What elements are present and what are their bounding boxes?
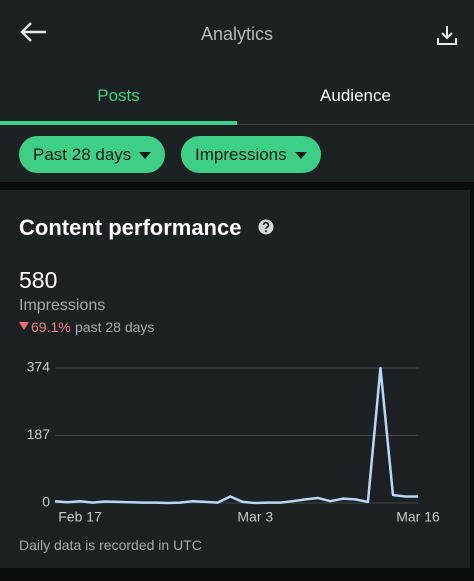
card: Content performance 580 Impressions 69.1… [0, 190, 470, 568]
x-tick-label: Mar 16 [396, 509, 440, 525]
filter-label: Impressions [195, 145, 287, 164]
x-tick-label: Feb 17 [58, 509, 102, 525]
tab-indicator [0, 121, 237, 125]
back-button[interactable] [18, 20, 48, 44]
y-tick-label: 187 [27, 426, 51, 442]
decrease-icon [19, 322, 29, 330]
top-bar: Analytics Posts Audience Past 28 days Im… [0, 0, 474, 182]
footnote: Daily data is recorded in UTC [19, 537, 202, 553]
total-value: 580 [19, 267, 58, 293]
change-period: past 28 days [75, 319, 155, 335]
metric-label: Impressions [19, 297, 106, 314]
page-title: Analytics [200, 24, 274, 44]
filter-button[interactable]: Impressions [181, 136, 321, 173]
y-tick-label: 374 [27, 359, 51, 375]
change-value: 69.1% [31, 319, 71, 335]
filter-label: Past 28 days [33, 145, 132, 164]
filter-button[interactable]: Past 28 days [19, 136, 166, 173]
x-tick-label: Mar 3 [237, 509, 273, 525]
y-tick-label: 0 [42, 494, 50, 510]
tab[interactable]: Audience [320, 86, 391, 105]
divider [0, 124, 474, 125]
line-series [54, 366, 418, 505]
download-button[interactable] [436, 24, 458, 46]
card-title: Content performance [19, 215, 242, 240]
tab[interactable]: Posts [97, 86, 140, 105]
help-icon[interactable] [258, 219, 274, 235]
